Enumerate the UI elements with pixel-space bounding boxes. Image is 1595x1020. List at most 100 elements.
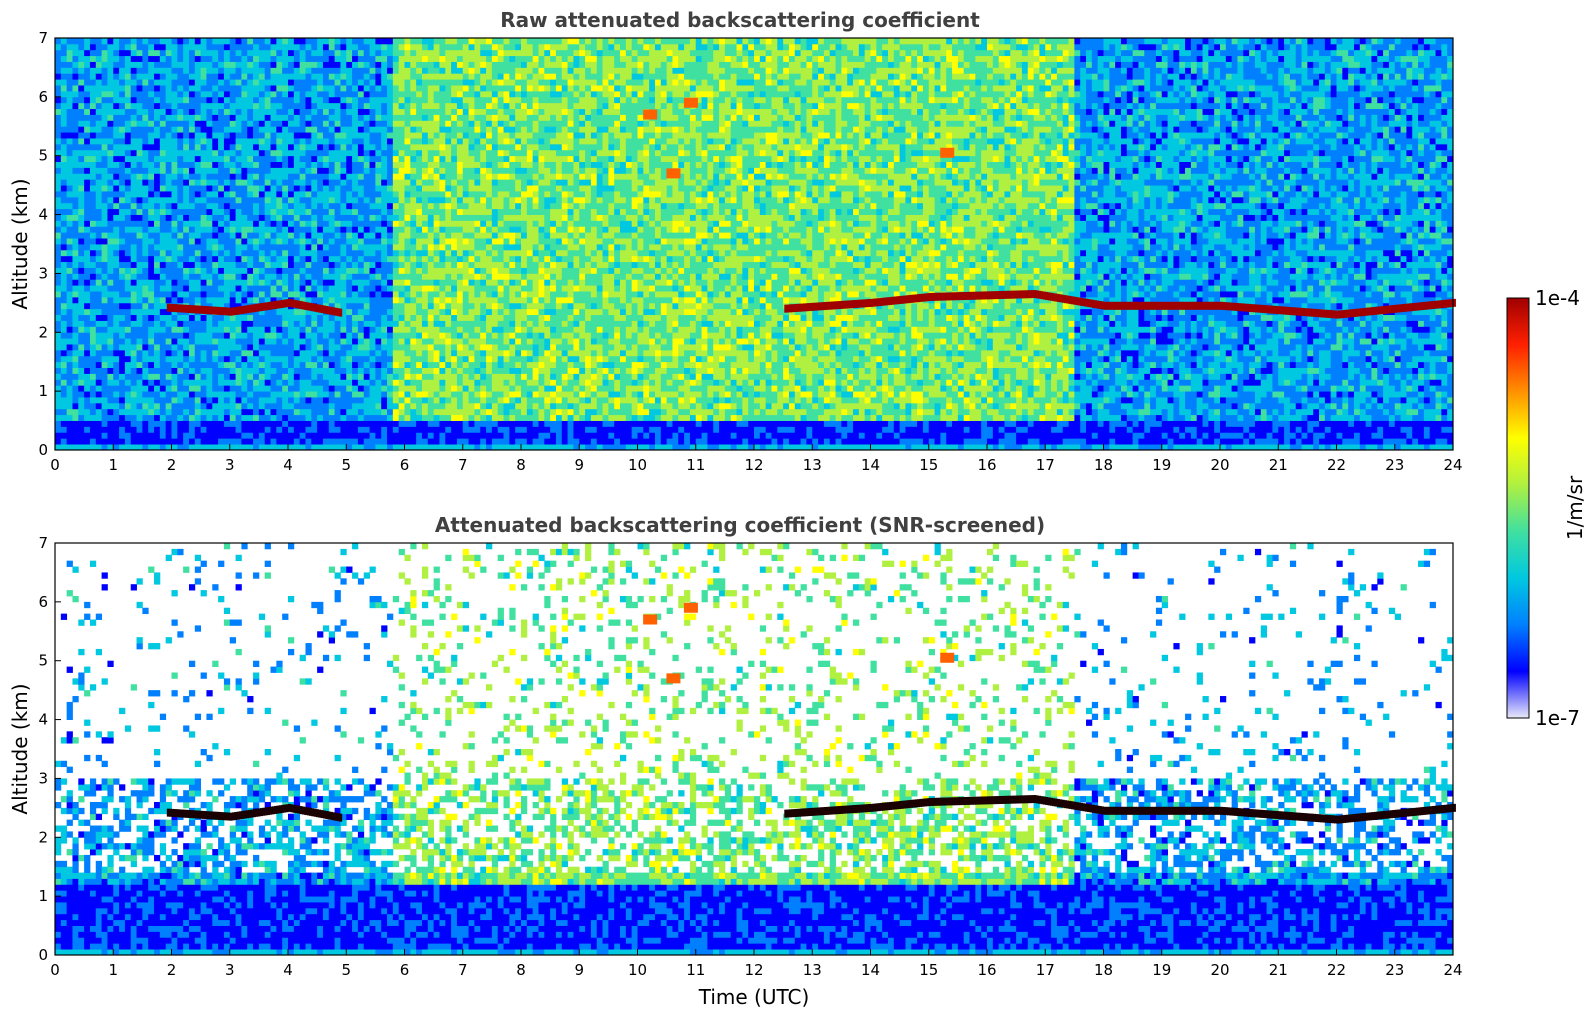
- heatmap-cell: [457, 126, 463, 132]
- heatmap-cell: [434, 120, 440, 126]
- heatmap-cell: [463, 421, 469, 427]
- heatmap-cell: [364, 297, 370, 303]
- heatmap-cell: [457, 115, 463, 121]
- heatmap-cell: [288, 73, 294, 79]
- heatmap-cell: [271, 173, 277, 179]
- heatmap-cell: [259, 279, 265, 285]
- heatmap-cell: [410, 156, 416, 162]
- heatmap-cell: [107, 44, 113, 50]
- heatmap-cell: [166, 373, 172, 379]
- heatmap-cell: [218, 103, 224, 109]
- heatmap-cell: [160, 385, 166, 391]
- heatmap-cell: [422, 179, 428, 185]
- heatmap-cell: [119, 326, 125, 332]
- heatmap-cell: [113, 432, 119, 438]
- heatmap-cell: [61, 350, 67, 356]
- heatmap-cell: [381, 291, 387, 297]
- heatmap-cell: [282, 226, 288, 232]
- heatmap-cell: [177, 421, 183, 427]
- heatmap-cell: [61, 203, 67, 209]
- heatmap-cell: [364, 256, 370, 262]
- heatmap-cell: [72, 115, 78, 121]
- heatmap-cell: [102, 91, 108, 97]
- heatmap-cell: [375, 415, 381, 421]
- heatmap-cell: [61, 150, 67, 156]
- heatmap-cell: [405, 238, 411, 244]
- heatmap-cell: [206, 279, 212, 285]
- heatmap-cell: [405, 144, 411, 150]
- heatmap-cell: [154, 179, 160, 185]
- heatmap-cell: [410, 97, 416, 103]
- heatmap-cell: [224, 215, 230, 221]
- heatmap-cell: [247, 397, 253, 403]
- heatmap-cell: [410, 109, 416, 115]
- heatmap-cell: [364, 421, 370, 427]
- heatmap-cell: [78, 432, 84, 438]
- heatmap-cell: [282, 391, 288, 397]
- heatmap-cell: [294, 438, 300, 444]
- heatmap-cell: [463, 315, 469, 321]
- heatmap-cell: [90, 268, 96, 274]
- heatmap-cell: [259, 38, 265, 44]
- heatmap-cell: [195, 167, 201, 173]
- heatmap-cell: [317, 326, 323, 332]
- heatmap-cell: [439, 50, 445, 56]
- heatmap-cell: [393, 138, 399, 144]
- heatmap-cell: [346, 256, 352, 262]
- heatmap-cell: [445, 91, 451, 97]
- heatmap-cell: [195, 362, 201, 368]
- heatmap-cell: [439, 185, 445, 191]
- heatmap-cell: [125, 250, 131, 256]
- heatmap-cell: [311, 332, 317, 338]
- heatmap-cell: [393, 91, 399, 97]
- heatmap-cell: [410, 344, 416, 350]
- heatmap-cell: [335, 173, 341, 179]
- heatmap-cell: [346, 167, 352, 173]
- heatmap-cell: [370, 56, 376, 62]
- heatmap-cell: [107, 162, 113, 168]
- heatmap-cell: [399, 379, 405, 385]
- heatmap-cell: [113, 438, 119, 444]
- heatmap-cell: [166, 403, 172, 409]
- heatmap-cell: [375, 297, 381, 303]
- heatmap-cell: [96, 344, 102, 350]
- heatmap-cell: [340, 344, 346, 350]
- heatmap-cell: [148, 162, 154, 168]
- heatmap-cell: [84, 338, 90, 344]
- heatmap-cell: [113, 285, 119, 291]
- heatmap-cell: [125, 103, 131, 109]
- heatmap-cell: [265, 150, 271, 156]
- heatmap-cell: [137, 273, 143, 279]
- heatmap-cell: [160, 226, 166, 232]
- heatmap-cell: [271, 326, 277, 332]
- heatmap-cell: [340, 403, 346, 409]
- heatmap-cell: [288, 232, 294, 238]
- heatmap-cell: [253, 162, 259, 168]
- heatmap-cell: [445, 409, 451, 415]
- heatmap-cell: [90, 156, 96, 162]
- heatmap-cell: [160, 262, 166, 268]
- heatmap-cell: [416, 415, 422, 421]
- heatmap-cell: [172, 109, 178, 115]
- heatmap-cell: [451, 132, 457, 138]
- heatmap-cell: [84, 150, 90, 156]
- heatmap-cell: [137, 438, 143, 444]
- heatmap-cell: [451, 103, 457, 109]
- heatmap-cell: [259, 285, 265, 291]
- heatmap-cell: [172, 115, 178, 121]
- heatmap-cell: [311, 350, 317, 356]
- heatmap-cell: [90, 144, 96, 150]
- heatmap-cell: [218, 138, 224, 144]
- heatmap-cell: [230, 344, 236, 350]
- heatmap-cell: [265, 179, 271, 185]
- heatmap-cell: [346, 397, 352, 403]
- heatmap-cell: [218, 262, 224, 268]
- heatmap-cell: [294, 79, 300, 85]
- heatmap-cell: [340, 215, 346, 221]
- heatmap-cell: [445, 44, 451, 50]
- heatmap-cell: [469, 438, 475, 444]
- heatmap-cell: [405, 279, 411, 285]
- heatmap-cell: [375, 144, 381, 150]
- heatmap-cell: [78, 321, 84, 327]
- heatmap-cell: [305, 326, 311, 332]
